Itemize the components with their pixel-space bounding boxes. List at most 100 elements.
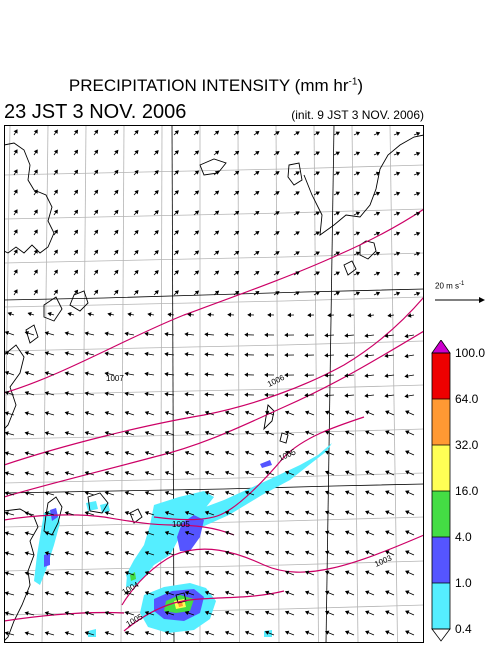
- wind-vector-head: [244, 410, 250, 415]
- wind-vector-head: [124, 410, 130, 416]
- wind-vector-head: [405, 410, 410, 415]
- wind-vector-head: [67, 312, 72, 317]
- wind-vector-head: [184, 450, 190, 456]
- wind-vector-head: [4, 551, 9, 556]
- wind-vector-head: [284, 372, 289, 378]
- wind-vector-head: [104, 611, 109, 616]
- wind-vector-head: [375, 211, 381, 216]
- wind-vector-head: [144, 530, 150, 536]
- wind-vector-head: [207, 312, 212, 317]
- wind-vector-head: [415, 231, 421, 236]
- wind-vector-head: [224, 352, 229, 357]
- wind-vector-head: [33, 129, 38, 134]
- wind-vector-head: [234, 210, 240, 215]
- wind-vector-head: [4, 370, 10, 376]
- wind-vector-head: [134, 170, 139, 175]
- wind-vector-head: [264, 332, 269, 338]
- wind-vector-head: [244, 352, 249, 358]
- wind-vector-head: [234, 250, 240, 255]
- wind-vector-head: [244, 372, 249, 378]
- wind-vector-head: [204, 332, 209, 337]
- color-scale-label: 0.4: [455, 622, 472, 636]
- wind-vector-head: [214, 130, 220, 135]
- wind-vector-head: [214, 150, 220, 155]
- wind-vector-head: [124, 470, 130, 476]
- wind-vector-head: [365, 510, 370, 515]
- wind-vector-head: [114, 229, 119, 235]
- wind-vector-head: [405, 530, 410, 535]
- wind-vector-head: [304, 430, 310, 435]
- wind-vector-head: [344, 353, 349, 358]
- init-time: (init. 9 JST 3 NOV. 2006): [291, 108, 424, 122]
- color-scale-label: 1.0: [455, 576, 472, 590]
- wind-vector-head: [104, 511, 109, 516]
- wind-vector-head: [134, 230, 139, 235]
- wind-vector-head: [324, 470, 330, 475]
- wind-vector-head: [147, 312, 152, 317]
- wind-vector-head: [24, 571, 29, 576]
- wind-vector-head: [304, 352, 309, 358]
- wind-vector-head: [154, 170, 159, 175]
- wind-vector-head: [295, 291, 300, 296]
- wind-vector-head: [307, 312, 312, 318]
- wind-reference-arrow: [435, 296, 485, 303]
- wind-vector-head: [4, 330, 10, 336]
- wind-vector-head: [13, 229, 18, 234]
- wind-vector-head: [164, 490, 170, 496]
- wind-vector-head: [304, 450, 310, 455]
- wind-vector-head: [94, 169, 99, 175]
- wind-vector-head: [244, 530, 250, 535]
- wind-vector-head: [84, 331, 89, 336]
- wind-vector-head: [244, 610, 250, 615]
- wind-vector-head: [315, 151, 320, 156]
- wind-vector-head: [364, 353, 369, 358]
- wind-vector-head: [255, 131, 260, 136]
- wind-vector-head: [154, 290, 159, 295]
- precipitation-map: 1007 1006 1005 1005 1004 1003 1005: [4, 125, 424, 643]
- wind-vector-head: [174, 190, 179, 195]
- wind-vector-head: [164, 590, 170, 596]
- wind-vector-head: [404, 333, 409, 339]
- wind-vector-head: [375, 291, 381, 296]
- wind-vector-head: [104, 571, 109, 576]
- wind-vector-head: [204, 352, 209, 357]
- wind-vector-head: [224, 570, 230, 576]
- wind-vector-head: [184, 392, 189, 397]
- wind-vector-head: [144, 450, 150, 456]
- wind-vector-head: [347, 313, 352, 318]
- wind-vector-head: [33, 289, 38, 294]
- wind-vector-head: [104, 471, 109, 476]
- wind-vector-head: [415, 211, 421, 216]
- wind-vector-head: [385, 510, 390, 515]
- wind-vector-head: [264, 490, 270, 495]
- coastlines: [4, 134, 424, 642]
- wind-vector-head: [7, 311, 12, 317]
- wind-vector-head: [327, 312, 332, 318]
- wind-vector-head: [335, 131, 340, 136]
- wind-vector-head: [53, 149, 58, 154]
- wind-vector-head: [355, 231, 361, 236]
- wind-vector-head: [194, 190, 200, 195]
- wind-vector-head: [355, 191, 361, 196]
- wind-vector-head: [365, 570, 370, 575]
- wind-vector-head: [204, 392, 209, 397]
- wind-vector-head: [264, 610, 270, 615]
- wind-vector-head: [255, 231, 260, 236]
- wind-vector-head: [194, 290, 200, 295]
- wind-vector-head: [144, 410, 150, 416]
- wind-vector-head: [13, 289, 18, 294]
- wind-vector-head: [44, 491, 49, 496]
- wind-vector-head: [204, 550, 210, 556]
- wind-vector-head: [344, 373, 349, 378]
- wind-vector-head: [134, 270, 139, 275]
- wind-vector-head: [295, 271, 300, 276]
- wind-vector-head: [384, 333, 389, 339]
- wind-vector-head: [104, 491, 109, 496]
- wind-vector-head: [13, 189, 18, 194]
- wind-vector-head: [124, 450, 130, 456]
- wind-vector-head: [204, 610, 210, 616]
- wind-vector-head: [405, 510, 410, 515]
- wind-vector-head: [275, 151, 280, 156]
- wind-vector-head: [275, 191, 280, 196]
- wind-vector-head: [224, 430, 230, 436]
